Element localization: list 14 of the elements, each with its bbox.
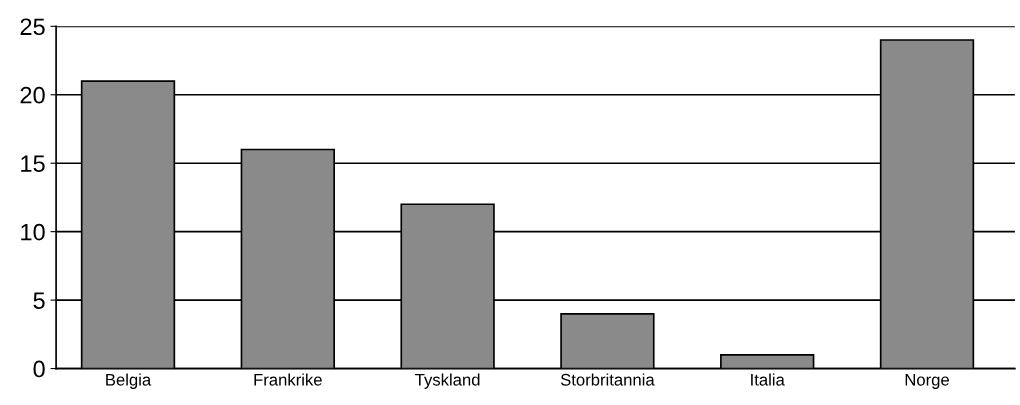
y-tick-label: 15 [21, 155, 45, 172]
y-tick-label: 10 [21, 223, 45, 241]
x-tick-label: Norge [905, 374, 949, 389]
x-tick-label: Storbritannia [560, 373, 655, 386]
x-tick-label: Frankrike [254, 373, 322, 386]
y-tick-label: 25 [20, 18, 45, 36]
bar [720, 354, 815, 369]
x-tick-label: Italia [751, 373, 785, 386]
y-tick-label: 20 [20, 86, 45, 104]
y-tick-label: 5 [33, 292, 45, 309]
bar [560, 312, 655, 369]
x-tick-label: Tyskland [415, 373, 480, 389]
y-tick-label: 0 [33, 360, 45, 378]
x-tick-label: Belgia [106, 373, 152, 389]
